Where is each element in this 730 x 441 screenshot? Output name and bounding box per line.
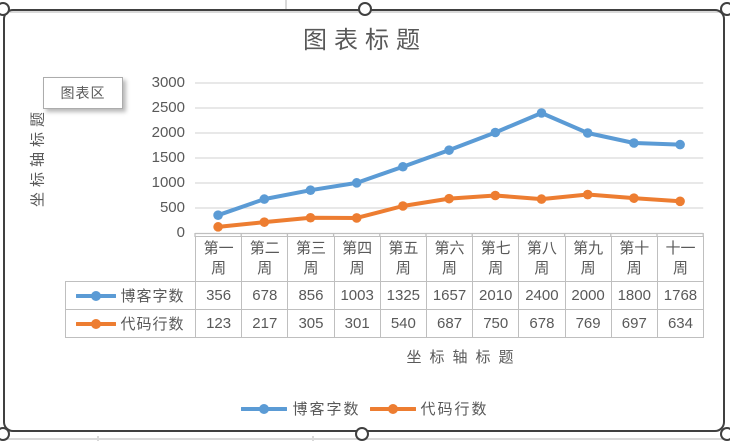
y-axis-tick-label[interactable]: 3000 [151,74,185,91]
data-point-series-2[interactable] [398,201,408,211]
resize-handle-top-left[interactable] [0,2,10,16]
data-point-series-1[interactable] [259,194,270,204]
data-point-series-1[interactable] [536,108,547,118]
table-value-cell: 697 [610,309,658,338]
table-value-cell: 750 [472,309,520,338]
legend-item-label: 博客字数 [292,401,361,418]
data-point-series-2[interactable] [675,196,685,207]
data-point-series-2[interactable] [629,193,639,203]
table-value-cell: 687 [425,309,474,338]
table-value-cell: 634 [656,309,705,338]
data-point-series-1[interactable] [490,127,501,138]
table-value-cell: 769 [564,309,612,338]
table-category-header: 十一周 [656,236,705,282]
data-point-series-2[interactable] [490,190,501,201]
y-axis-tick-label[interactable]: 2500 [151,99,185,116]
data-point-series-1[interactable] [213,210,223,220]
sheet-column-gridline [285,0,287,11]
resize-handle-bottom-middle[interactable] [355,427,369,441]
data-point-series-1[interactable] [351,178,362,188]
chart-data-table[interactable]: 第一周 第二周 第三周 第四周 第五周 第六周 第七周 第八周 第九周 第十周 十一周博客字数 356… [65,236,705,338]
table-series-label: 博客字数 [65,281,196,310]
legend-item-label: 代码行数 [420,401,489,418]
table-row: 代码行数 123 217 305 301 540 687 750 678 769 697 634 [65,309,705,338]
table-value-cell: 356 [194,281,243,310]
table-row: 博客字数 356 678 856 1003 1325 1657 2010 2400 2000 180… [65,281,705,310]
table-category-header: 第九周 [564,236,612,282]
series-name: 代码行数 [120,316,185,333]
data-point-series-2[interactable] [305,212,316,223]
table-value-cell: 540 [379,309,427,338]
table-value-cell: 678 [241,281,289,310]
table-category-header: 第五周 [379,236,427,282]
table-category-header: 第一周 [194,236,243,282]
y-axis-tick-label[interactable]: 500 [159,199,185,216]
table-value-cell: 1800 [610,281,658,310]
resize-handle-bottom-left[interactable] [0,427,10,441]
data-point-series-2[interactable] [444,193,454,204]
legend-item-1[interactable]: 博客字数 [241,398,360,419]
legend-key-line [76,318,117,329]
chart-area-tooltip-label: 图表区 [60,85,106,101]
y-axis-title[interactable]: 坐标轴标题 [29,106,47,208]
table-value-cell: 1768 [656,281,705,310]
y-axis-tick-label[interactable]: 0 [176,224,185,241]
table-category-header: 第七周 [472,236,520,282]
chart-legend[interactable]: 博客字数 代码行数 [0,398,730,419]
chart-area-tooltip: 图表区 [43,77,123,109]
data-point-series-2[interactable] [351,213,362,223]
table-value-cell: 123 [194,309,243,338]
table-category-header: 第十周 [610,236,658,282]
table-category-header: 第六周 [425,236,474,282]
table-value-cell: 1325 [379,281,427,310]
data-point-series-1[interactable] [398,161,408,172]
data-point-series-2[interactable] [582,189,593,200]
resize-handle-top-middle[interactable] [358,2,372,16]
legend-key-line [369,403,416,414]
table-value-cell: 678 [518,309,566,338]
table-category-header: 第八周 [518,236,566,282]
data-point-series-1[interactable] [629,138,639,148]
table-value-cell: 2010 [472,281,520,310]
table-category-header: 第四周 [333,236,381,282]
table-value-cell: 2000 [564,281,612,310]
resize-handle-top-right[interactable] [720,2,730,16]
table-value-cell: 217 [241,309,289,338]
legend-key-line [76,290,117,301]
table-value-cell: 2400 [518,281,566,310]
data-point-series-2[interactable] [536,194,547,204]
data-point-series-2[interactable] [213,222,223,232]
table-value-cell: 1657 [425,281,474,310]
table-value-cell: 1003 [333,281,381,310]
x-axis-title[interactable]: 坐标轴标题 [406,349,522,366]
legend-key-line [241,403,288,414]
y-axis-tick-label[interactable]: 2000 [151,124,185,141]
table-corner-cell [66,237,196,282]
table-value-cell: 856 [287,281,335,310]
legend-item-2[interactable]: 代码行数 [369,398,489,419]
resize-handle-bottom-right[interactable] [720,427,730,441]
table-category-header: 第三周 [287,236,335,282]
data-point-series-1[interactable] [444,145,454,155]
table-category-header: 第二周 [241,236,289,282]
y-axis-tick-label[interactable]: 1000 [151,174,185,191]
y-axis-tick-label[interactable]: 1500 [151,149,185,166]
series-name: 博客字数 [120,288,185,305]
sheet-column-gridline [97,436,99,441]
data-point-series-1[interactable] [582,128,593,138]
data-point-series-1[interactable] [675,139,685,150]
table-series-label: 代码行数 [65,309,196,338]
sheet-column-gridline [312,436,314,441]
data-point-series-2[interactable] [259,217,270,227]
chart-title[interactable]: 图表标题 [303,27,427,54]
data-point-series-1[interactable] [305,185,316,195]
table-value-cell: 301 [333,309,381,338]
table-value-cell: 305 [287,309,335,338]
